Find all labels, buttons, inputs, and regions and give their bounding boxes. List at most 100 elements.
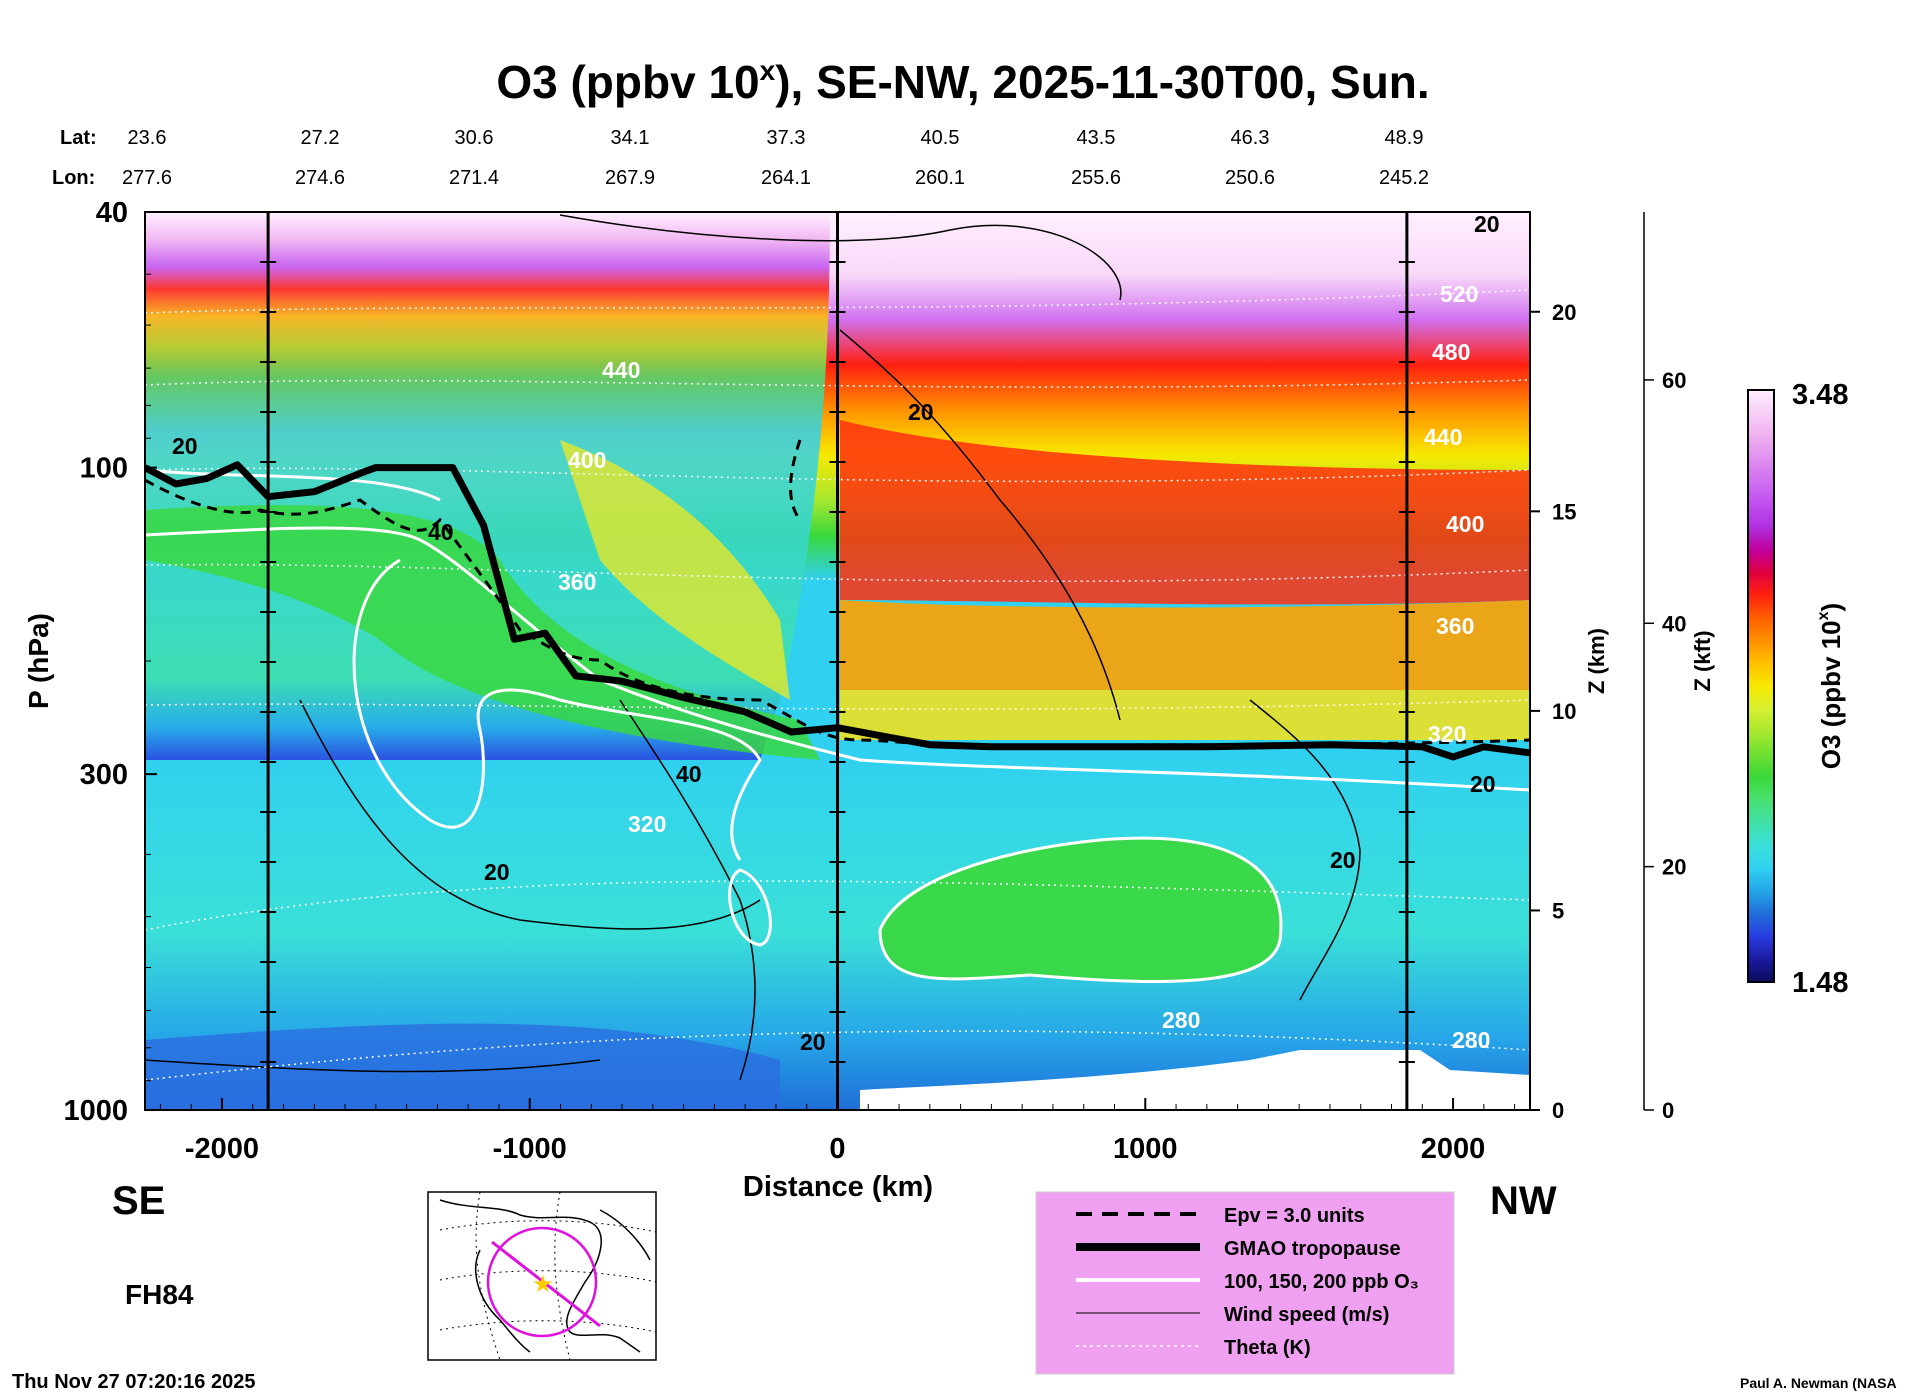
theta-label: 400 xyxy=(1446,511,1484,537)
lon-value: 250.6 xyxy=(1225,167,1275,189)
lat-value: 23.6 xyxy=(128,127,167,149)
legend-box xyxy=(1035,1191,1455,1375)
lon-value: 267.9 xyxy=(605,167,655,189)
terrain-mask xyxy=(860,1050,1530,1110)
ozone-yellow-band xyxy=(840,690,1530,740)
lat-value: 37.3 xyxy=(767,127,806,149)
inset-map: ★ xyxy=(427,1191,657,1361)
ozone-yellow-tongue xyxy=(560,440,790,700)
x-tick-label: -2000 xyxy=(185,1133,259,1165)
colorbar-min-label: 1.48 xyxy=(1792,967,1848,999)
inset-map-coastline xyxy=(439,1199,651,1353)
lat-value: 48.9 xyxy=(1385,127,1424,149)
legend: Epv = 3.0 units GMAO tropopause 100, 150, … xyxy=(1035,1191,1455,1375)
credit-label: Paul A. Newman (NASA xyxy=(1740,1375,1897,1391)
vertical-guide-lines xyxy=(260,212,1415,1110)
ozone-ppb-contours xyxy=(145,468,1530,983)
x-axis-label: Distance (km) xyxy=(743,1171,933,1203)
x-tick-label: 0 xyxy=(829,1133,845,1165)
wind-label: 40 xyxy=(676,761,702,787)
ozone-orange-band xyxy=(840,600,1530,690)
wind-label: 20 xyxy=(1470,771,1496,797)
colorbar xyxy=(1747,389,1775,983)
lon-value: 277.6 xyxy=(122,167,172,189)
legend-entry-label: Epv = 3.0 units xyxy=(1224,1205,1365,1227)
theta-label: 440 xyxy=(602,357,640,383)
gmao-tropopause-line xyxy=(145,461,1530,761)
lat-lon-row: 23.6 27.2 30.6 34.1 37.3 40.5 43.5 46.3 48.9 277.… xyxy=(122,127,1429,189)
lat-value: 46.3 xyxy=(1231,127,1270,149)
ozone-field-se-region xyxy=(145,212,830,760)
lon-value: 245.2 xyxy=(1379,167,1429,189)
z-km-tick-label: 10 xyxy=(1552,699,1576,724)
theta-label: 280 xyxy=(1452,1027,1490,1053)
z-km-tick-label: 15 xyxy=(1552,499,1576,524)
ozone-green-wedge xyxy=(145,505,820,760)
nw-direction-label: NW xyxy=(1490,1179,1557,1223)
colorbar-max-label: 3.48 xyxy=(1792,379,1848,411)
inset-map-frame xyxy=(427,1191,657,1361)
legend-entry-label: Wind speed (m/s) xyxy=(1224,1304,1389,1326)
z-kft-axis-label: Z (kft) xyxy=(1690,630,1715,691)
chart-title: O3 (ppbv 10x), SE-NW, 2025-11-30T00, Sun… xyxy=(496,55,1429,108)
x-axis: -2000 -1000 0 1000 2000 xyxy=(159,1098,1516,1165)
y-axis-label: P (hPa) xyxy=(23,613,54,709)
x-tick-label: -1000 xyxy=(493,1133,567,1165)
wind-contours xyxy=(145,214,1361,1081)
lon-value: 255.6 xyxy=(1071,167,1121,189)
timestamp: Thu Nov 27 07:20:16 2025 xyxy=(12,1371,255,1393)
z-kft-axis: 0 20 40 60 xyxy=(1643,212,1686,1123)
z-km-tick-label: 5 xyxy=(1552,898,1564,923)
legend-entry-label: GMAO tropopause xyxy=(1224,1238,1401,1260)
tropopause-polyline xyxy=(145,461,1530,761)
x-tick-label: 1000 xyxy=(1113,1133,1178,1165)
lon-value: 271.4 xyxy=(449,167,499,189)
inset-map-section-line xyxy=(491,1240,601,1328)
y-axis-pressure: 40 100 300 1000 xyxy=(63,197,157,1127)
y-tick-label: 40 xyxy=(96,197,128,229)
z-kft-tick-label: 60 xyxy=(1662,368,1686,393)
forecast-hour-label: FH84 xyxy=(125,1279,194,1310)
wind-label: 20 xyxy=(172,433,198,459)
lat-value: 27.2 xyxy=(301,127,340,149)
z-kft-tick-label: 20 xyxy=(1662,855,1686,880)
theta-label: 480 xyxy=(1432,339,1470,365)
z-km-tick-label: 0 xyxy=(1552,1098,1564,1123)
theta-label: 360 xyxy=(558,569,596,595)
lat-value: 30.6 xyxy=(455,127,494,149)
wind-label: 20 xyxy=(800,1029,826,1055)
se-direction-label: SE xyxy=(112,1179,165,1223)
theta-label: 320 xyxy=(1428,721,1466,747)
wind-label: 20 xyxy=(484,859,510,885)
z-km-tick-label: 20 xyxy=(1552,300,1576,325)
ozone-blue-lower xyxy=(145,1023,780,1110)
z-km-axis-label: Z (km) xyxy=(1584,628,1609,694)
wind-label: 20 xyxy=(908,399,934,425)
theta-label: 520 xyxy=(1440,281,1478,307)
ozone-red-band xyxy=(840,420,1530,605)
theta-label: 360 xyxy=(1436,613,1474,639)
ozone-green-blob xyxy=(880,838,1281,982)
inset-map-center-star: ★ xyxy=(532,1270,554,1298)
y-tick-label: 100 xyxy=(80,453,128,485)
theta-label: 280 xyxy=(1162,1007,1200,1033)
theta-label: 400 xyxy=(568,447,606,473)
lon-value: 260.1 xyxy=(915,167,965,189)
lat-value: 34.1 xyxy=(611,127,650,149)
lat-value: 40.5 xyxy=(921,127,960,149)
y-tick-label: 300 xyxy=(80,759,128,791)
legend-entry-label: Theta (K) xyxy=(1224,1337,1311,1359)
y-tick-label: 1000 xyxy=(63,1095,128,1127)
z-km-axis: 0 5 10 15 20 xyxy=(1530,300,1576,1123)
lon-header-label: Lon: xyxy=(52,167,95,189)
theta-label: 320 xyxy=(628,811,666,837)
lat-header-label: Lat: xyxy=(60,127,97,149)
inset-map-range-circle xyxy=(486,1226,598,1338)
contour-labels: 440 400 360 320 280 280 440 400 360 320 … xyxy=(172,211,1500,1055)
colorbar-title: O3 (ppbv 10x) xyxy=(1815,603,1846,769)
theta-label: 440 xyxy=(1424,424,1462,450)
wind-label: 20 xyxy=(1474,211,1500,237)
z-kft-tick-label: 0 xyxy=(1662,1098,1674,1123)
lon-value: 264.1 xyxy=(761,167,811,189)
